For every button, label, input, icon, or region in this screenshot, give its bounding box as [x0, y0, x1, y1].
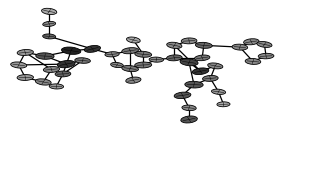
Ellipse shape — [203, 75, 218, 81]
Ellipse shape — [167, 42, 182, 48]
Ellipse shape — [84, 46, 101, 52]
Ellipse shape — [181, 116, 197, 123]
Ellipse shape — [122, 48, 139, 54]
Ellipse shape — [75, 58, 90, 63]
Ellipse shape — [245, 58, 261, 64]
Ellipse shape — [57, 60, 75, 68]
Ellipse shape — [194, 55, 210, 61]
Ellipse shape — [135, 62, 152, 68]
Ellipse shape — [217, 102, 230, 107]
Ellipse shape — [166, 55, 182, 61]
Ellipse shape — [41, 8, 57, 15]
Ellipse shape — [49, 84, 63, 89]
Ellipse shape — [135, 51, 152, 57]
Ellipse shape — [174, 92, 191, 99]
Ellipse shape — [43, 66, 60, 72]
Ellipse shape — [127, 37, 140, 43]
Ellipse shape — [55, 71, 71, 77]
Ellipse shape — [192, 68, 209, 75]
Ellipse shape — [43, 34, 56, 39]
Ellipse shape — [232, 44, 248, 50]
Ellipse shape — [11, 62, 27, 68]
Ellipse shape — [257, 42, 272, 47]
Ellipse shape — [36, 79, 51, 85]
Ellipse shape — [43, 21, 56, 26]
Ellipse shape — [149, 57, 164, 62]
Ellipse shape — [180, 59, 198, 66]
Ellipse shape — [182, 105, 196, 111]
Ellipse shape — [62, 47, 81, 54]
Ellipse shape — [122, 66, 139, 72]
Ellipse shape — [105, 52, 119, 57]
Ellipse shape — [195, 42, 212, 48]
Ellipse shape — [17, 75, 34, 80]
Ellipse shape — [126, 77, 141, 83]
Ellipse shape — [111, 62, 123, 68]
Ellipse shape — [181, 38, 197, 44]
Ellipse shape — [17, 50, 33, 55]
Ellipse shape — [212, 89, 226, 94]
Ellipse shape — [185, 81, 203, 88]
Ellipse shape — [208, 63, 223, 69]
Ellipse shape — [243, 39, 259, 45]
Ellipse shape — [258, 53, 274, 59]
Ellipse shape — [36, 53, 54, 59]
